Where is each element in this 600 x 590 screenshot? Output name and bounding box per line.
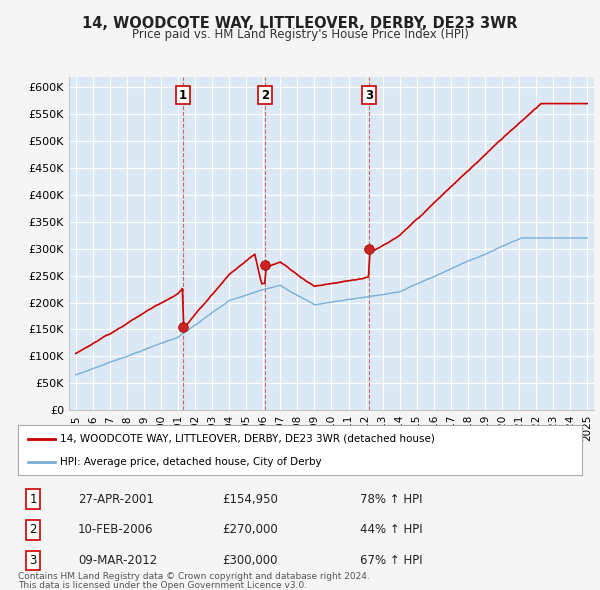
Text: 27-APR-2001: 27-APR-2001	[78, 493, 154, 506]
Text: £300,000: £300,000	[222, 554, 277, 567]
Text: 67% ↑ HPI: 67% ↑ HPI	[360, 554, 422, 567]
Text: £270,000: £270,000	[222, 523, 278, 536]
Text: 3: 3	[29, 554, 37, 567]
Text: 3: 3	[365, 88, 373, 101]
Text: Contains HM Land Registry data © Crown copyright and database right 2024.: Contains HM Land Registry data © Crown c…	[18, 572, 370, 581]
Text: 2: 2	[261, 88, 269, 101]
Text: 14, WOODCOTE WAY, LITTLEOVER, DERBY, DE23 3WR: 14, WOODCOTE WAY, LITTLEOVER, DERBY, DE2…	[82, 16, 518, 31]
Text: 78% ↑ HPI: 78% ↑ HPI	[360, 493, 422, 506]
Text: 14, WOODCOTE WAY, LITTLEOVER, DERBY, DE23 3WR (detached house): 14, WOODCOTE WAY, LITTLEOVER, DERBY, DE2…	[60, 434, 435, 444]
Text: £154,950: £154,950	[222, 493, 278, 506]
Text: Price paid vs. HM Land Registry's House Price Index (HPI): Price paid vs. HM Land Registry's House …	[131, 28, 469, 41]
Text: 2: 2	[29, 523, 37, 536]
Text: 44% ↑ HPI: 44% ↑ HPI	[360, 523, 422, 536]
Text: This data is licensed under the Open Government Licence v3.0.: This data is licensed under the Open Gov…	[18, 581, 307, 589]
Text: 1: 1	[29, 493, 37, 506]
Text: 10-FEB-2006: 10-FEB-2006	[78, 523, 154, 536]
Text: 1: 1	[179, 88, 187, 101]
Text: 09-MAR-2012: 09-MAR-2012	[78, 554, 157, 567]
Text: HPI: Average price, detached house, City of Derby: HPI: Average price, detached house, City…	[60, 457, 322, 467]
